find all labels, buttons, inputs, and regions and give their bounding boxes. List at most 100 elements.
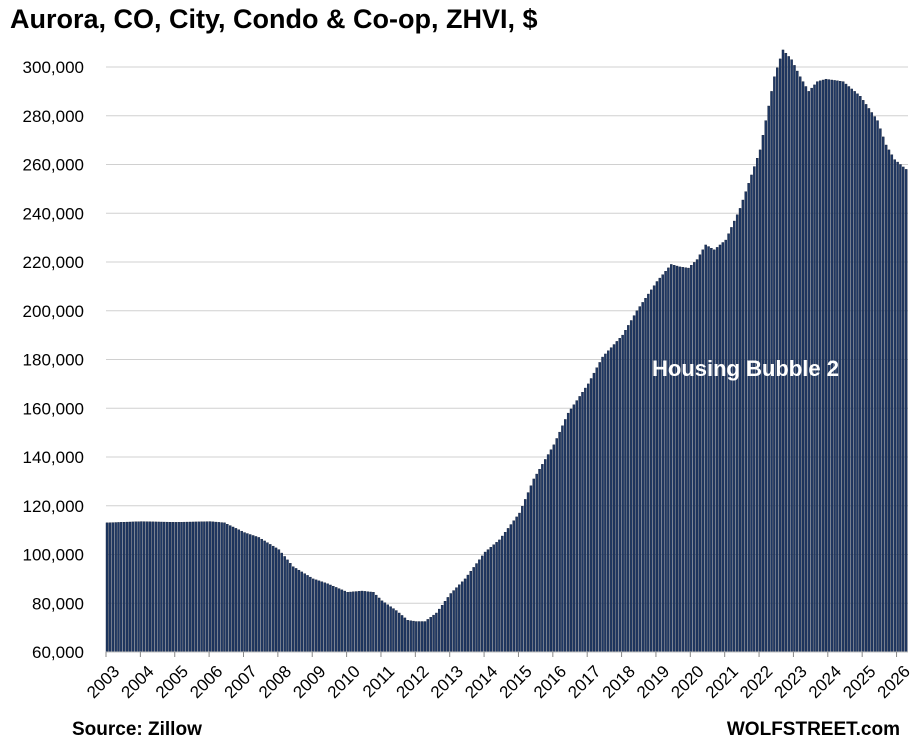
bar bbox=[884, 144, 888, 653]
bar bbox=[117, 522, 120, 653]
bar bbox=[375, 594, 378, 653]
bar bbox=[214, 521, 218, 653]
y-tick-label: 200,000 bbox=[23, 302, 84, 321]
bar bbox=[521, 506, 524, 653]
bar bbox=[217, 522, 220, 653]
x-tick-label: 2012 bbox=[392, 662, 432, 702]
bar bbox=[466, 574, 470, 653]
x-tick-label: 2018 bbox=[599, 662, 639, 702]
bar bbox=[609, 347, 613, 653]
bar bbox=[294, 568, 298, 653]
bar bbox=[687, 267, 690, 653]
bar bbox=[478, 559, 481, 653]
bar bbox=[624, 330, 627, 653]
bar bbox=[495, 542, 498, 653]
bar bbox=[397, 612, 401, 653]
bar bbox=[260, 538, 263, 653]
bar bbox=[733, 220, 736, 653]
bar bbox=[486, 549, 490, 653]
bar bbox=[701, 249, 705, 653]
bar bbox=[879, 128, 882, 653]
bar bbox=[423, 621, 427, 653]
bar bbox=[223, 522, 226, 653]
bar bbox=[111, 522, 114, 653]
bar bbox=[180, 522, 183, 653]
bar bbox=[890, 154, 894, 653]
bar bbox=[670, 264, 673, 653]
bar bbox=[317, 580, 321, 653]
bar bbox=[203, 521, 206, 653]
bar bbox=[122, 522, 126, 653]
bar bbox=[400, 615, 404, 653]
bar bbox=[672, 265, 676, 653]
bar bbox=[266, 542, 269, 653]
bar bbox=[764, 120, 768, 653]
bar bbox=[369, 591, 372, 653]
bar bbox=[584, 387, 587, 653]
bar bbox=[904, 169, 908, 653]
bar bbox=[627, 325, 630, 653]
bar bbox=[458, 584, 461, 653]
bar bbox=[647, 293, 650, 653]
bar bbox=[271, 545, 275, 653]
bar bbox=[243, 532, 246, 653]
bar bbox=[526, 492, 530, 653]
x-tick-label: 2005 bbox=[152, 662, 192, 702]
bar bbox=[595, 367, 599, 653]
bar bbox=[409, 620, 412, 653]
bar bbox=[403, 617, 407, 653]
bar bbox=[644, 298, 647, 653]
bar bbox=[206, 521, 209, 653]
bar bbox=[607, 350, 610, 653]
x-tick-label: 2025 bbox=[839, 662, 879, 702]
bar bbox=[589, 378, 593, 653]
bar bbox=[286, 559, 289, 653]
bar bbox=[406, 620, 410, 653]
bar bbox=[300, 571, 304, 653]
y-tick-label: 100,000 bbox=[23, 546, 84, 565]
bar bbox=[108, 522, 112, 653]
bar bbox=[695, 259, 699, 653]
bar bbox=[183, 521, 186, 653]
y-tick-label: 240,000 bbox=[23, 204, 84, 223]
bar bbox=[690, 265, 693, 653]
bar bbox=[257, 537, 261, 653]
bar bbox=[678, 266, 682, 653]
bar bbox=[277, 549, 281, 653]
bar bbox=[372, 592, 375, 653]
bar bbox=[157, 521, 160, 653]
bar bbox=[667, 267, 670, 653]
bar bbox=[208, 521, 212, 653]
x-tick-label: 2016 bbox=[530, 662, 570, 702]
x-tick-label: 2023 bbox=[771, 662, 811, 702]
bar bbox=[575, 400, 578, 653]
bar bbox=[635, 310, 639, 653]
bar bbox=[632, 315, 636, 653]
bar bbox=[566, 412, 570, 653]
bar bbox=[283, 556, 286, 653]
bar bbox=[463, 578, 467, 653]
y-tick-label: 220,000 bbox=[23, 253, 84, 272]
bar bbox=[366, 591, 369, 653]
bar bbox=[251, 535, 255, 653]
bar bbox=[492, 544, 495, 653]
bar bbox=[429, 617, 432, 653]
bar bbox=[455, 587, 458, 653]
bar bbox=[549, 449, 553, 653]
bar bbox=[615, 341, 619, 653]
bar bbox=[592, 372, 596, 653]
bar bbox=[211, 521, 215, 653]
bar bbox=[320, 581, 324, 653]
bar bbox=[518, 512, 521, 653]
x-tick-label: 2026 bbox=[874, 662, 914, 702]
chart-title: Aurora, CO, City, Condo & Co-op, ZHVI, $ bbox=[10, 4, 538, 34]
bar bbox=[787, 56, 790, 653]
bar bbox=[440, 605, 444, 653]
bar bbox=[506, 528, 510, 653]
bar bbox=[346, 592, 349, 653]
x-axis-labels: 2003200420052006200720082009201020112012… bbox=[83, 652, 914, 702]
bar bbox=[650, 289, 653, 653]
bar bbox=[472, 567, 475, 653]
bar bbox=[629, 320, 633, 653]
bar bbox=[853, 91, 856, 653]
